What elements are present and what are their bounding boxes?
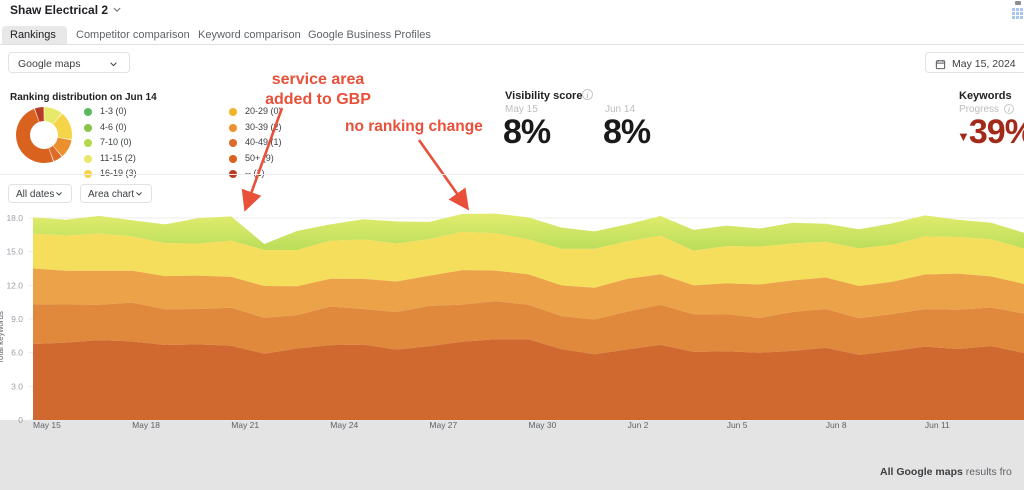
svg-text:Jun 5: Jun 5 — [727, 420, 748, 430]
svg-text:May 15: May 15 — [33, 420, 61, 430]
svg-text:9.0: 9.0 — [11, 314, 23, 324]
svg-text:6.0: 6.0 — [11, 348, 23, 358]
svg-text:Jun 2: Jun 2 — [628, 420, 649, 430]
svg-text:12.0: 12.0 — [6, 280, 23, 290]
svg-text:3.0: 3.0 — [11, 381, 23, 391]
svg-text:15.0: 15.0 — [6, 247, 23, 257]
svg-text:Jun 8: Jun 8 — [826, 420, 847, 430]
svg-text:May 21: May 21 — [231, 420, 259, 430]
svg-text:18.0: 18.0 — [6, 213, 23, 223]
svg-text:May 18: May 18 — [132, 420, 160, 430]
svg-text:Jun 11: Jun 11 — [925, 420, 950, 430]
svg-text:May 27: May 27 — [429, 420, 457, 430]
svg-text:0: 0 — [18, 415, 23, 425]
svg-text:May 30: May 30 — [529, 420, 557, 430]
svg-text:May 24: May 24 — [330, 420, 358, 430]
